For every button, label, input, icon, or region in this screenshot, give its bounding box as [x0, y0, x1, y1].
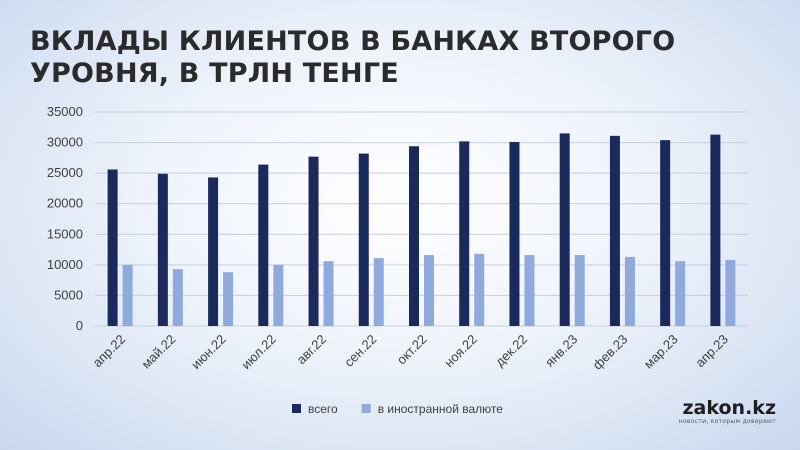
x-tick-label: фев.23 — [590, 332, 631, 373]
logo-tagline: новости, которым доверяют — [678, 418, 776, 425]
y-tick-label: 30000 — [47, 135, 83, 150]
y-tick-label: 15000 — [47, 226, 83, 241]
bar-foreign-currency — [624, 256, 635, 326]
x-tick-label: май.22 — [139, 332, 179, 372]
y-tick-label: 25000 — [47, 165, 83, 180]
bar-total — [459, 141, 470, 326]
x-tick-label: окт.22 — [394, 332, 430, 368]
bar-foreign-currency — [223, 272, 234, 326]
bar-foreign-currency — [273, 264, 284, 326]
gridlines — [95, 111, 748, 327]
legend-swatch-foreign — [361, 404, 371, 413]
x-tick-label: дек.22 — [492, 332, 530, 370]
x-tick-label: авг.22 — [294, 332, 330, 368]
bar-total — [409, 146, 419, 326]
logo-main-text: zakon.kz — [682, 397, 777, 419]
legend: всего в иностранной валюте — [292, 402, 503, 416]
bar-total — [710, 134, 721, 326]
legend-label-total: всего — [308, 402, 338, 416]
x-tick-label: янв.23 — [542, 332, 580, 370]
y-tick-label: 0 — [76, 318, 83, 333]
bar-total — [509, 141, 520, 326]
bar-total — [308, 156, 319, 326]
bar-foreign-currency — [424, 255, 434, 326]
bar-foreign-currency — [323, 261, 334, 326]
bar-total — [208, 177, 219, 326]
y-tick-label: 5000 — [54, 287, 83, 302]
bar-foreign-currency — [122, 264, 133, 326]
legend-swatch-total — [292, 404, 301, 413]
legend-label-foreign: в иностранной валюте — [378, 402, 504, 416]
zakon-logo: zakon.kz новости, которым доверяют — [679, 398, 776, 426]
chart-title: ВКЛАДЫ КЛИЕНТОВ В БАНКАХ ВТОРОГО УРОВНЯ,… — [30, 26, 676, 89]
bar-total — [258, 164, 269, 326]
y-axis: 0 5000 10000 15000 20000 25000 30000 35000 — [47, 104, 83, 333]
bar-foreign-currency — [474, 253, 485, 326]
x-tick-label: июл.22 — [238, 332, 279, 373]
bar-foreign-currency — [172, 269, 183, 326]
x-axis: апр.22 май.22 июн.22 июл.22 авг.22 сен.22 окт.… — [90, 332, 731, 373]
bar-foreign-currency — [675, 261, 686, 326]
bar-total — [358, 153, 369, 326]
y-tick-label: 10000 — [47, 257, 83, 272]
bar-total — [559, 133, 570, 326]
bar-foreign-currency — [574, 255, 585, 326]
bar-foreign-currency — [524, 255, 535, 326]
x-tick-label: сен.22 — [341, 332, 379, 370]
bar-total — [660, 140, 671, 326]
bar-total — [107, 169, 118, 326]
y-tick-label: 20000 — [47, 196, 83, 211]
x-tick-label: июн.22 — [188, 332, 228, 372]
bars — [107, 133, 736, 326]
x-tick-label: апр.23 — [692, 332, 731, 371]
bar-total — [609, 135, 620, 326]
x-tick-label: ноя.22 — [441, 332, 480, 371]
bar-foreign-currency — [725, 259, 736, 326]
x-tick-label: мар.23 — [641, 332, 681, 372]
bar-foreign-currency — [373, 258, 384, 326]
y-tick-label: 35000 — [47, 104, 83, 119]
bar-total — [157, 173, 168, 326]
x-tick-label: апр.22 — [90, 332, 129, 371]
